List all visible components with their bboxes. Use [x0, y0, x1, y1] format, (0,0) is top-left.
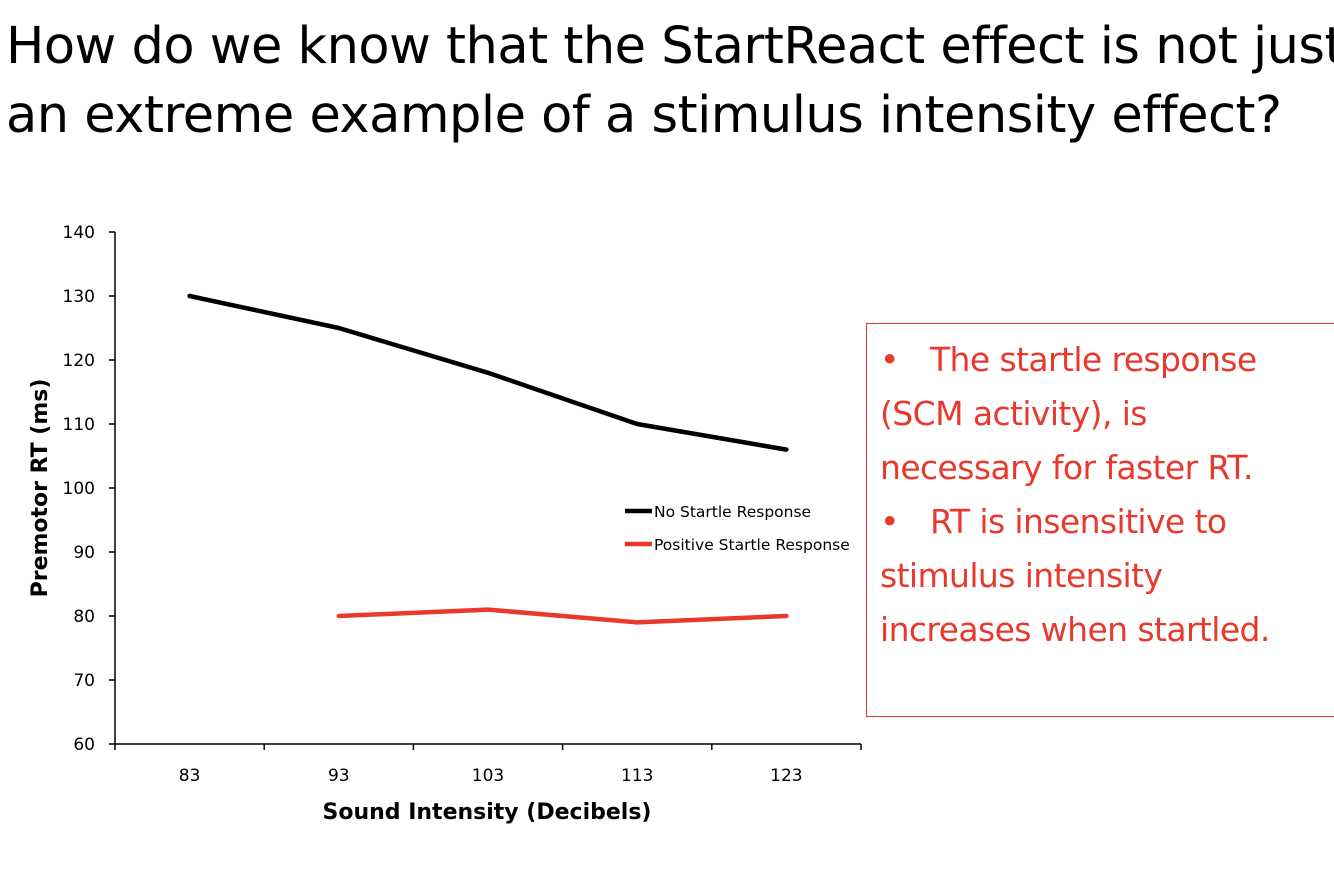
legend-label: No Startle Response [654, 503, 811, 521]
y-tick-label: 80 [73, 607, 95, 627]
note-line: increases when startled. [880, 603, 1330, 657]
y-tick-label: 120 [63, 351, 95, 371]
legend-label: Positive Startle Response [654, 536, 850, 554]
y-tick-label: 70 [73, 671, 95, 691]
note-text: RT is insensitive to [930, 502, 1227, 541]
note-text: necessary for faster RT. [880, 448, 1254, 487]
note-text: The startle response [930, 340, 1257, 379]
legend-positive-startle: Positive Startle Response [625, 536, 850, 554]
title-line-1: How do we know that the StartReact effec… [6, 17, 1334, 76]
x-tick-label: 113 [621, 766, 653, 786]
y-tick-label: 110 [63, 415, 95, 435]
x-axis-title: Sound Intensity (Decibels) [323, 800, 652, 825]
y-tick-label: 140 [63, 223, 95, 243]
title-line-2: an extreme example of a stimulus intensi… [6, 86, 1282, 145]
note-text: (SCM activity), is [880, 394, 1147, 433]
legend-no-startle: No Startle Response [625, 503, 811, 521]
positive-startle-series-line [336, 607, 789, 625]
slide-title: How do we know that the StartReact effec… [6, 12, 1334, 150]
note-line: necessary for faster RT. [880, 441, 1330, 495]
bullet-icon: • [880, 502, 899, 541]
bullet-icon: • [880, 340, 899, 379]
note-line: • The startle response [880, 333, 1330, 387]
notes-box [866, 323, 1334, 717]
y-tick-label: 130 [63, 287, 95, 307]
x-tick-label: 83 [179, 766, 201, 786]
x-tick-label: 103 [472, 766, 504, 786]
y-tick-label: 100 [63, 479, 95, 499]
note-line: stimulus intensity [880, 549, 1330, 603]
note-line: (SCM activity), is [880, 387, 1330, 441]
x-tick-label: 93 [328, 766, 350, 786]
note-text: increases when startled. [880, 610, 1270, 649]
note-line: • RT is insensitive to [880, 495, 1330, 549]
y-tick-label: 60 [73, 735, 95, 755]
y-tick-label: 90 [73, 543, 95, 563]
y-axis-title: Premotor RT (ms) [28, 379, 53, 598]
x-tick-label: 123 [770, 766, 802, 786]
note-text: stimulus intensity [880, 556, 1163, 595]
